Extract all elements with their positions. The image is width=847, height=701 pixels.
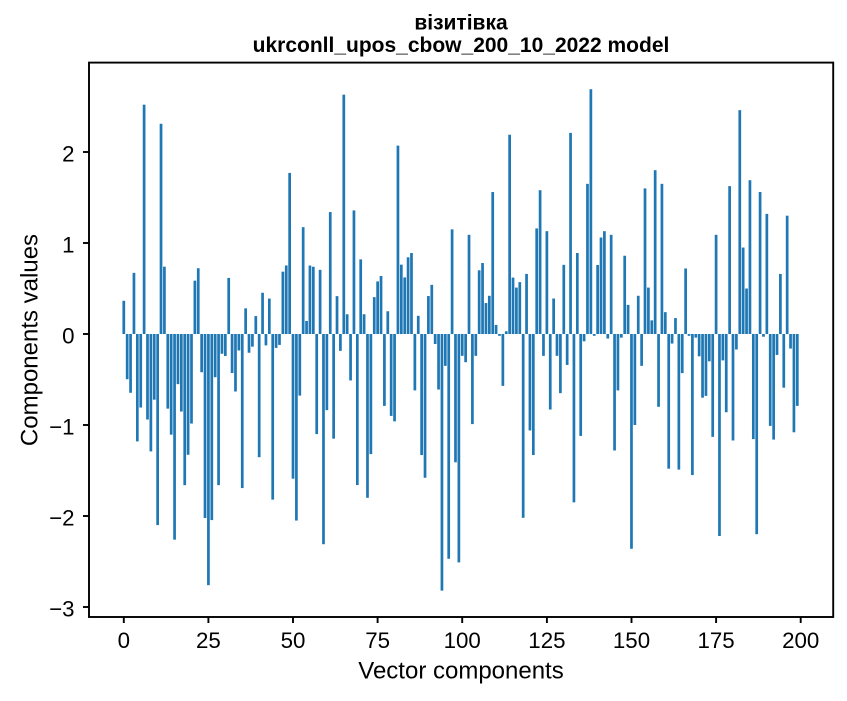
svg-text:150: 150	[613, 628, 650, 653]
svg-text:25: 25	[196, 628, 221, 653]
svg-text:75: 75	[365, 628, 390, 653]
svg-text:Vector components: Vector components	[358, 658, 563, 685]
svg-text:0: 0	[118, 628, 130, 653]
svg-text:Components values: Components values	[17, 234, 44, 446]
svg-text:−3: −3	[49, 597, 74, 622]
svg-text:візитівка: візитівка	[414, 12, 508, 35]
svg-text:0: 0	[62, 324, 74, 349]
svg-text:125: 125	[528, 628, 565, 653]
svg-text:−2: −2	[49, 506, 74, 531]
svg-text:100: 100	[444, 628, 481, 653]
svg-text:50: 50	[281, 628, 306, 653]
svg-text:ukrconll_upos_cbow_200_10_2022: ukrconll_upos_cbow_200_10_2022 model	[253, 34, 670, 57]
svg-text:175: 175	[697, 628, 734, 653]
svg-text:−1: −1	[49, 415, 74, 440]
svg-text:1: 1	[62, 233, 74, 258]
svg-text:2: 2	[62, 142, 74, 167]
svg-text:200: 200	[782, 628, 819, 653]
